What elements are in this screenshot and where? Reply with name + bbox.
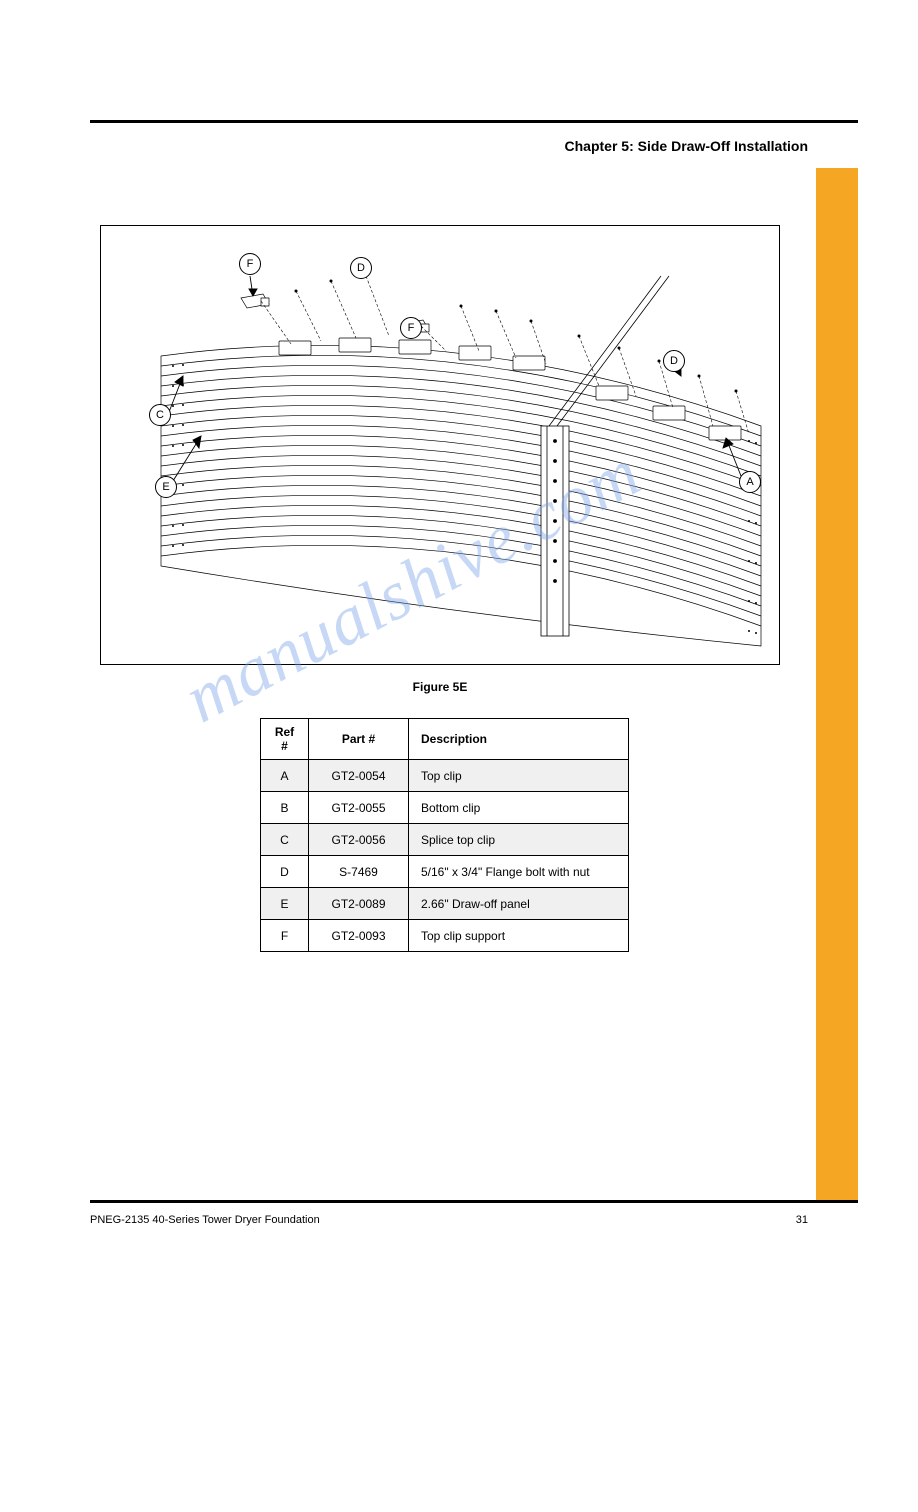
cell-desc: Top clip: [409, 760, 629, 792]
table-row: B GT2-0055 Bottom clip: [261, 792, 629, 824]
parts-table: Ref # Part # Description A GT2-0054 Top …: [260, 718, 629, 952]
figure-diagram: F D F D A C E: [100, 225, 780, 665]
cell-part: GT2-0089: [309, 888, 409, 920]
diagram-svg: [101, 226, 781, 666]
table-row: F GT2-0093 Top clip support: [261, 920, 629, 952]
col-header-part: Part #: [309, 719, 409, 760]
cell-ref: A: [261, 760, 309, 792]
callout-e: E: [155, 476, 177, 498]
table-row: D S-7469 5/16" x 3/4" Flange bolt with n…: [261, 856, 629, 888]
header-title: Chapter 5: Side Draw-Off Installation: [90, 138, 808, 154]
accent-bar: [816, 168, 858, 1200]
cell-part: S-7469: [309, 856, 409, 888]
cell-desc: 5/16" x 3/4" Flange bolt with nut: [409, 856, 629, 888]
cell-part: GT2-0055: [309, 792, 409, 824]
table-row: A GT2-0054 Top clip: [261, 760, 629, 792]
col-header-desc: Description: [409, 719, 629, 760]
cell-part: GT2-0054: [309, 760, 409, 792]
cell-desc: Splice top clip: [409, 824, 629, 856]
cell-desc: Bottom clip: [409, 792, 629, 824]
table-row: C GT2-0056 Splice top clip: [261, 824, 629, 856]
callout-a: A: [739, 471, 761, 493]
figure-caption: Figure 5E: [100, 680, 780, 694]
cell-ref: B: [261, 792, 309, 824]
page: Chapter 5: Side Draw-Off Installation: [0, 0, 918, 1512]
cell-ref: E: [261, 888, 309, 920]
footer: PNEG-2135 40-Series Tower Dryer Foundati…: [90, 1214, 808, 1226]
cell-part: GT2-0093: [309, 920, 409, 952]
callout-f: F: [400, 317, 422, 339]
cell-ref: F: [261, 920, 309, 952]
footer-page-number: 31: [796, 1214, 808, 1226]
footer-rule: [90, 1200, 858, 1203]
callout-d: D: [350, 257, 372, 279]
cell-desc: Top clip support: [409, 920, 629, 952]
table-row: E GT2-0089 2.66" Draw-off panel: [261, 888, 629, 920]
table-body: A GT2-0054 Top clip B GT2-0055 Bottom cl…: [261, 760, 629, 952]
col-header-ref: Ref #: [261, 719, 309, 760]
cell-ref: D: [261, 856, 309, 888]
callout-f: F: [239, 253, 261, 275]
footer-doc-id: PNEG-2135 40-Series Tower Dryer Foundati…: [90, 1214, 320, 1226]
cell-desc: 2.66" Draw-off panel: [409, 888, 629, 920]
cell-part: GT2-0056: [309, 824, 409, 856]
callout-d: D: [663, 350, 685, 372]
header-rule: [90, 120, 858, 123]
callout-c: C: [149, 404, 171, 426]
cell-ref: C: [261, 824, 309, 856]
table-header-row: Ref # Part # Description: [261, 719, 629, 760]
